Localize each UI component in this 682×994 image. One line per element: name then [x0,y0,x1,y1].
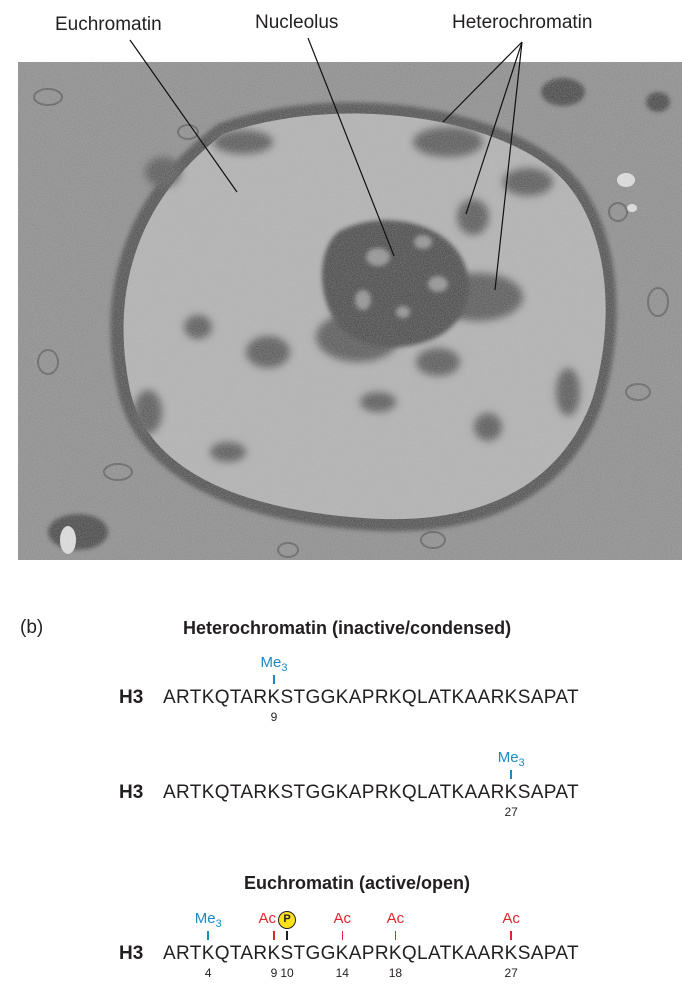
residue-number: 9 [270,966,278,980]
modification-tick [286,931,288,940]
heterochromatin-label: Heterochromatin [452,12,593,33]
acetylation-mark: Ac [333,910,352,927]
acetylation-mark: Ac [502,910,520,927]
residue-number: 27 [504,966,518,980]
histone-label: H3 [119,687,144,708]
heterochromatin-heading: Heterochromatin (inactive/condensed) [183,618,512,638]
modification-tick [510,770,512,779]
modification-tick [273,675,275,684]
residue-number: 18 [388,966,403,980]
phosphorylation-mark: P [278,911,297,929]
modification-tick [207,931,209,940]
euchromatin-label: Euchromatin [55,14,162,35]
acetylation-mark: Ac [258,910,276,927]
panel-label-b: (b) [20,617,44,638]
residue-number: 10 [280,966,294,980]
histone-sequence: ARTKQTARKSTGGKAPRKQLATKAARKSAPAT [163,782,579,803]
histone-sequence: ARTKQTARKSTGGKAPRKQLATKAARKSAPAT [163,943,579,964]
residue-number: 27 [504,805,518,819]
modification-tick [341,931,344,940]
euchromatin-heading: Euchromatin (active/open) [244,873,471,893]
residue-number: 14 [335,966,349,980]
modification-tick [273,931,275,940]
electron-micrograph-image [18,62,682,560]
nucleolus-label: Nucleolus [255,12,339,33]
methylation-mark: Me3 [260,654,288,674]
histone-label: H3 [119,943,144,964]
sequence-row-1: H3 ARTKQTARKSTGGKAPRKQLATKAARKSAPAT Me3 9 [0,650,682,724]
modification-tick [510,931,512,940]
methylation-mark: Me3 [497,749,525,769]
residue-number: 9 [270,710,278,724]
residue-number: 4 [204,966,212,980]
sequence-row-2: H3 ARTKQTARKSTGGKAPRKQLATKAARKSAPAT Me3 2… [0,745,682,819]
acetylation-mark: Ac [386,910,405,927]
modification-tick [394,931,397,940]
sequence-row-3: H3 ARTKQTARKSTGGKAPRKQLATKAARKSAPAT Me3 4… [0,906,682,980]
methylation-mark: Me3 [194,910,222,930]
histone-label: H3 [119,782,144,803]
histone-sequence: ARTKQTARKSTGGKAPRKQLATKAARKSAPAT [163,687,579,708]
